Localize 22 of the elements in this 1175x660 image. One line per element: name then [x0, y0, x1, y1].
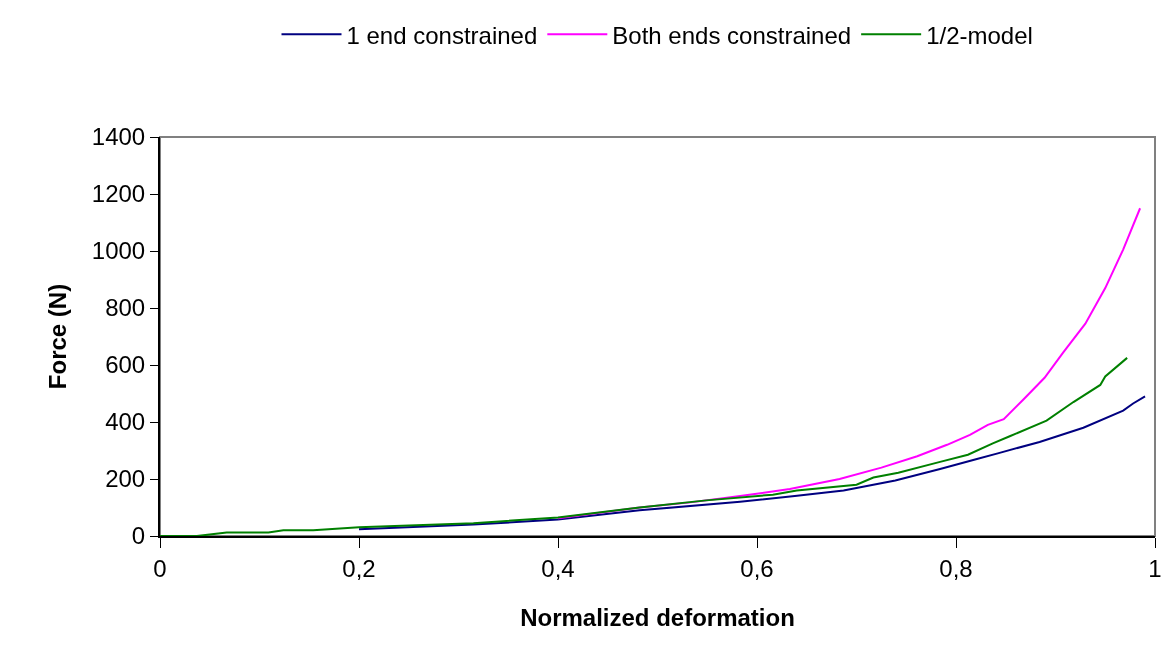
y-tick-label: 0	[131, 522, 146, 550]
y-tick-label: 400	[105, 408, 146, 436]
x-tick-label: 0,2	[342, 554, 376, 582]
x-tick-label: 0	[153, 554, 167, 582]
x-tick-label: 0,4	[541, 554, 575, 582]
y-tick-label: 1200	[91, 180, 146, 208]
legend-label: 1 end constrained	[346, 21, 538, 49]
line-series	[160, 356, 1129, 536]
y-tick-label: 600	[105, 351, 146, 379]
y-axis-title: Force (N)	[44, 283, 72, 390]
x-tick-label: 0,8	[939, 554, 973, 582]
y-tick-label: 1400	[91, 123, 146, 151]
line-series	[557, 207, 1142, 520]
y-tick-label: 800	[105, 294, 146, 322]
y-tick-label: 200	[105, 465, 146, 493]
line-series	[358, 395, 1147, 531]
x-axis-title: Normalized deformation	[520, 603, 795, 631]
x-tick-label: 0,6	[740, 554, 774, 582]
legend-label: Both ends constrained	[612, 21, 852, 49]
y-tick-label: 1000	[91, 237, 146, 265]
legend-label: 1/2-model	[926, 21, 1033, 49]
x-tick-label: 1	[1148, 554, 1162, 582]
